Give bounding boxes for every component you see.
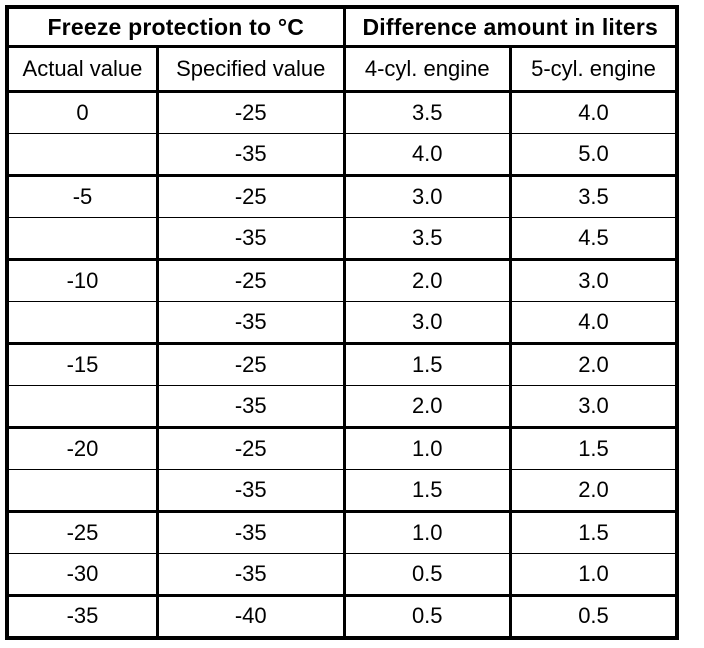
cell-4cyl-amount: 1.0 [342, 510, 511, 554]
table-row: -15 -25 1.5 2.0 [7, 342, 677, 386]
table-body: 0 -25 3.5 4.0 -35 4.0 5.0 -5 -25 3.0 3.5 -35 3.5 4.5-… [7, 91, 677, 638]
column-header-row: Actual value Specified value 4-cyl. engi… [7, 46, 677, 93]
table-row: -30 -35 0.5 1.0 [7, 553, 677, 596]
cell-4cyl-amount: 0.5 [342, 594, 511, 638]
cell-5cyl-amount: 3.0 [508, 258, 677, 302]
cell-specified-value: -35 [155, 133, 344, 176]
cell-actual-value [7, 385, 158, 428]
table-row: -20 -25 1.0 1.5 [7, 426, 677, 470]
cell-specified-value: -35 [155, 301, 344, 344]
cell-4cyl-amount: 1.5 [342, 469, 511, 512]
cell-actual-value: -25 [7, 510, 158, 554]
cell-specified-value: -25 [155, 258, 344, 302]
cell-actual-value: -5 [7, 174, 158, 218]
cell-5cyl-amount: 2.0 [508, 469, 677, 512]
cell-4cyl-amount: 1.0 [342, 426, 511, 470]
table-row: -10 -25 2.0 3.0 [7, 258, 677, 302]
cell-actual-value [7, 217, 158, 260]
cell-5cyl-amount: 1.5 [508, 510, 677, 554]
cell-specified-value: -25 [155, 342, 344, 386]
cell-specified-value: -25 [155, 426, 344, 470]
cell-4cyl-amount: 4.0 [342, 133, 511, 176]
cell-5cyl-amount: 4.0 [508, 301, 677, 344]
cell-5cyl-amount: 0.5 [508, 594, 677, 638]
cell-actual-value: -20 [7, 426, 158, 470]
cell-5cyl-amount: 2.0 [508, 342, 677, 386]
cell-actual-value [7, 133, 158, 176]
column-header-specified-value: Specified value [155, 46, 344, 93]
cell-4cyl-amount: 3.5 [342, 217, 511, 260]
group-header-row: Freeze protection to °C Difference amoun… [7, 7, 677, 48]
cell-actual-value: -10 [7, 258, 158, 302]
cell-4cyl-amount: 3.5 [342, 91, 511, 134]
table-row: -35 2.0 3.0 [7, 385, 677, 428]
cell-4cyl-amount: 2.0 [342, 385, 511, 428]
table-row: -35 3.0 4.0 [7, 301, 677, 344]
cell-specified-value: -35 [155, 385, 344, 428]
cell-5cyl-amount: 4.0 [508, 91, 677, 134]
table-row: -35 4.0 5.0 [7, 133, 677, 176]
cell-actual-value: -35 [7, 594, 158, 638]
cell-4cyl-amount: 1.5 [342, 342, 511, 386]
table-row: -35 3.5 4.5 [7, 217, 677, 260]
table-row: -35 -40 0.5 0.5 [7, 594, 677, 638]
freeze-protection-table: Freeze protection to °C Difference amoun… [5, 5, 679, 640]
header-freeze-protection: Freeze protection to °C [7, 7, 344, 48]
cell-specified-value: -35 [155, 553, 344, 596]
cell-4cyl-amount: 3.0 [342, 301, 511, 344]
cell-specified-value: -40 [155, 594, 344, 638]
cell-5cyl-amount: 3.5 [508, 174, 677, 218]
column-header-actual-value: Actual value [7, 46, 158, 93]
cell-5cyl-amount: 1.0 [508, 553, 677, 596]
cell-4cyl-amount: 2.0 [342, 258, 511, 302]
cell-specified-value: -25 [155, 174, 344, 218]
cell-actual-value: 0 [76, 100, 89, 125]
cell-actual-value: -30 [7, 553, 158, 596]
cell-specified-value: -35 [155, 469, 344, 512]
table-row: 0 -25 3.5 4.0 [7, 91, 677, 134]
table-row: -5 -25 3.0 3.5 [7, 174, 677, 218]
cell-actual-value [7, 469, 158, 512]
column-header-5cyl-engine: 5-cyl. engine [508, 46, 677, 93]
cell-actual-value [7, 301, 158, 344]
cell-4cyl-amount: 0.5 [342, 553, 511, 596]
cell-5cyl-amount: 4.5 [508, 217, 677, 260]
cell-actual-value: -15 [7, 342, 158, 386]
cell-specified-value: -25 [155, 91, 344, 134]
cell-5cyl-amount: 5.0 [508, 133, 677, 176]
cell-specified-value: -35 [155, 510, 344, 554]
header-difference-amount: Difference amount in liters [342, 7, 677, 48]
table-row: -25 -35 1.0 1.5 [7, 510, 677, 554]
cell-specified-value: -35 [155, 217, 344, 260]
cell-4cyl-amount: 3.0 [342, 174, 511, 218]
column-header-4cyl-engine: 4-cyl. engine [342, 46, 511, 93]
cell-5cyl-amount: 3.0 [508, 385, 677, 428]
table-row: -35 1.5 2.0 [7, 469, 677, 512]
cell-5cyl-amount: 1.5 [508, 426, 677, 470]
